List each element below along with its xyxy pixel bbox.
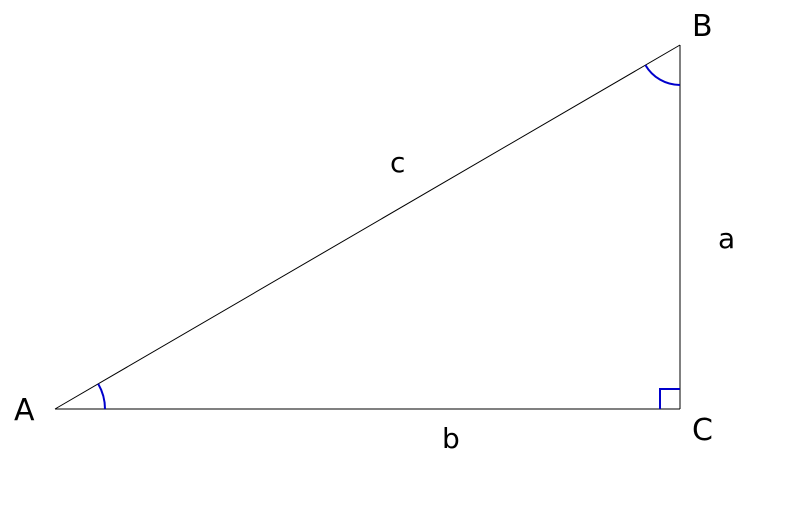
right-triangle-diagram: A B C a b c	[0, 0, 800, 506]
side-label-a: a	[718, 222, 735, 255]
side-label-b: b	[442, 422, 460, 455]
vertex-label-c: C	[692, 413, 713, 448]
angle-a-arc	[98, 384, 105, 409]
angle-b-arc	[645, 65, 680, 85]
vertex-label-a: A	[14, 393, 35, 428]
side-c-hypotenuse	[55, 45, 680, 409]
right-angle-marker	[660, 389, 680, 409]
vertex-label-b: B	[692, 9, 713, 44]
side-label-c: c	[390, 146, 405, 179]
